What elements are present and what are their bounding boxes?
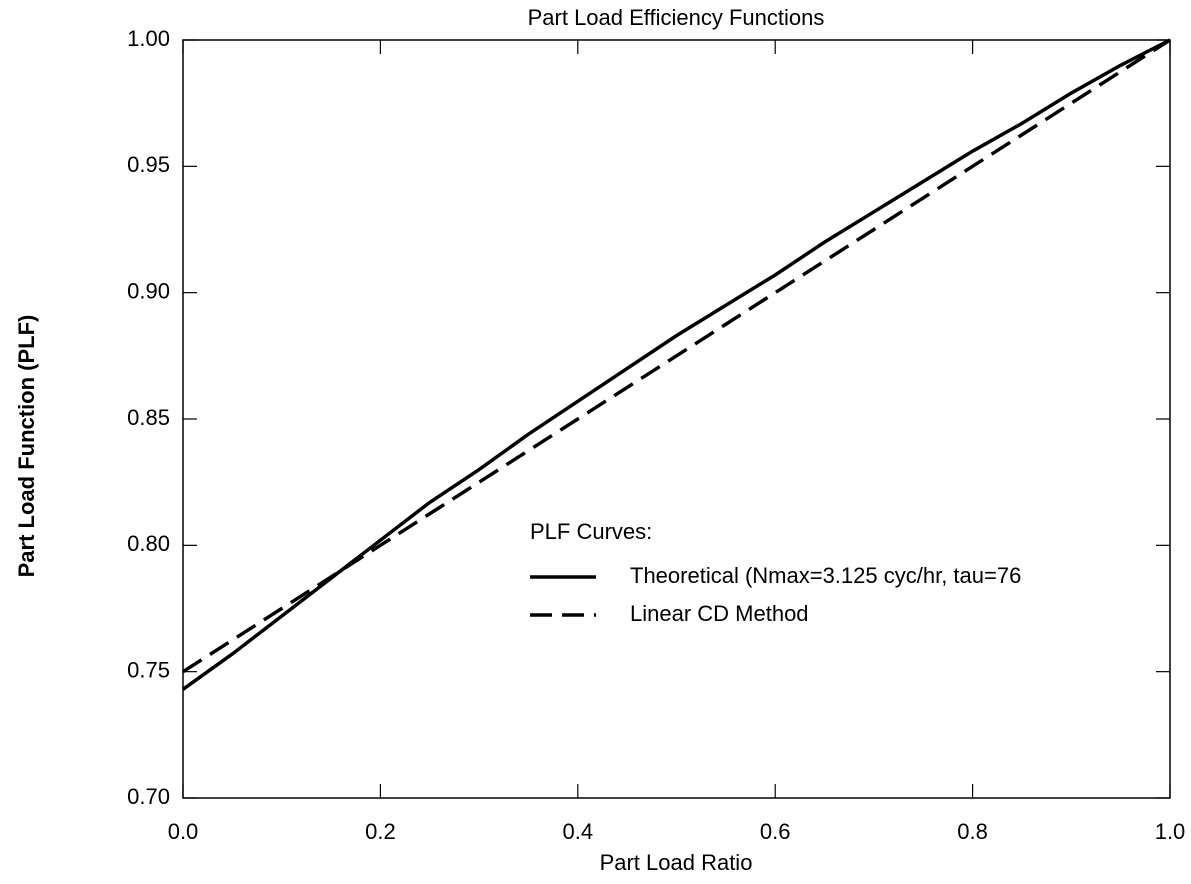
x-tick-label: 1.0 [1155, 819, 1186, 844]
legend-title: PLF Curves: [530, 519, 652, 544]
series-line [181, 38, 1171, 691]
y-tick-label: 0.70 [127, 784, 170, 809]
x-axis-label: Part Load Ratio [600, 850, 753, 875]
x-tick-label: 0.0 [168, 819, 199, 844]
y-tick-label: 0.75 [127, 657, 170, 682]
legend-label: Theoretical (Nmax=3.125 cyc/hr, tau=76 [630, 563, 1021, 588]
x-tick-label: 0.4 [563, 819, 594, 844]
series-line [182, 38, 1171, 674]
y-axis-label: Part Load Function (PLF) [14, 315, 39, 578]
legend-label: Linear CD Method [630, 601, 809, 626]
x-tick-label: 0.8 [957, 819, 988, 844]
y-tick-label: 0.80 [127, 531, 170, 556]
x-tick-label: 0.2 [365, 819, 396, 844]
plot-frame [182, 39, 1171, 799]
y-tick-label: 0.95 [127, 152, 170, 177]
y-tick-label: 0.85 [127, 405, 170, 430]
x-tick-label: 0.6 [760, 819, 791, 844]
y-tick-label: 0.90 [127, 278, 170, 303]
y-tick-label: 1.00 [127, 26, 170, 51]
chart-title: Part Load Efficiency Functions [528, 5, 825, 30]
